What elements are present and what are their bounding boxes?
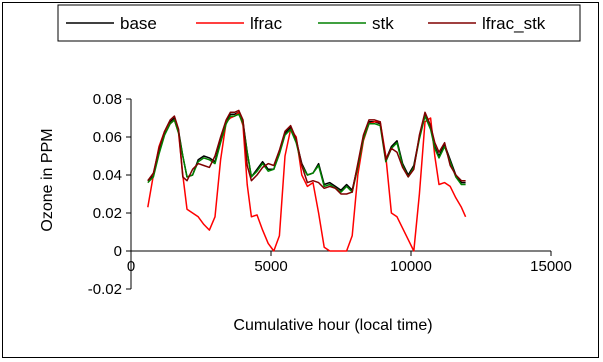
y-axis-title: Ozone in PPM bbox=[39, 128, 56, 231]
legend-label-lfrac: lfrac bbox=[250, 14, 283, 33]
series-lines bbox=[147, 109, 467, 252]
series-line-lfrac-stk bbox=[147, 109, 466, 195]
axes: -0.02 0 0.02 0.04 0.06 0.08 0 5000 10000 15000 bbox=[88, 91, 572, 298]
x-tick-label: 5000 bbox=[254, 258, 287, 275]
y-tick-label: 0.08 bbox=[93, 91, 122, 108]
legend-label-stk: stk bbox=[372, 14, 394, 33]
legend-label-base: base bbox=[120, 14, 157, 33]
y-tick-label: 0.04 bbox=[93, 167, 122, 184]
x-axis-title: Cumulative hour (local time) bbox=[233, 317, 432, 334]
legend-label-lfrac-stk: lfrac_stk bbox=[482, 14, 546, 33]
x-tick-label: 15000 bbox=[530, 258, 572, 275]
x-tick-label: 0 bbox=[127, 258, 135, 275]
y-tick-label: -0.02 bbox=[88, 281, 122, 298]
y-tick-label: 0.02 bbox=[93, 205, 122, 222]
y-tick-label: 0 bbox=[114, 243, 122, 260]
legend: base lfrac stk lfrac_stk bbox=[57, 4, 581, 42]
chart-frame bbox=[2, 2, 599, 358]
y-tick-label: 0.06 bbox=[93, 129, 122, 146]
x-tick-label: 10000 bbox=[390, 258, 432, 275]
series-line-lfrac bbox=[147, 111, 467, 252]
